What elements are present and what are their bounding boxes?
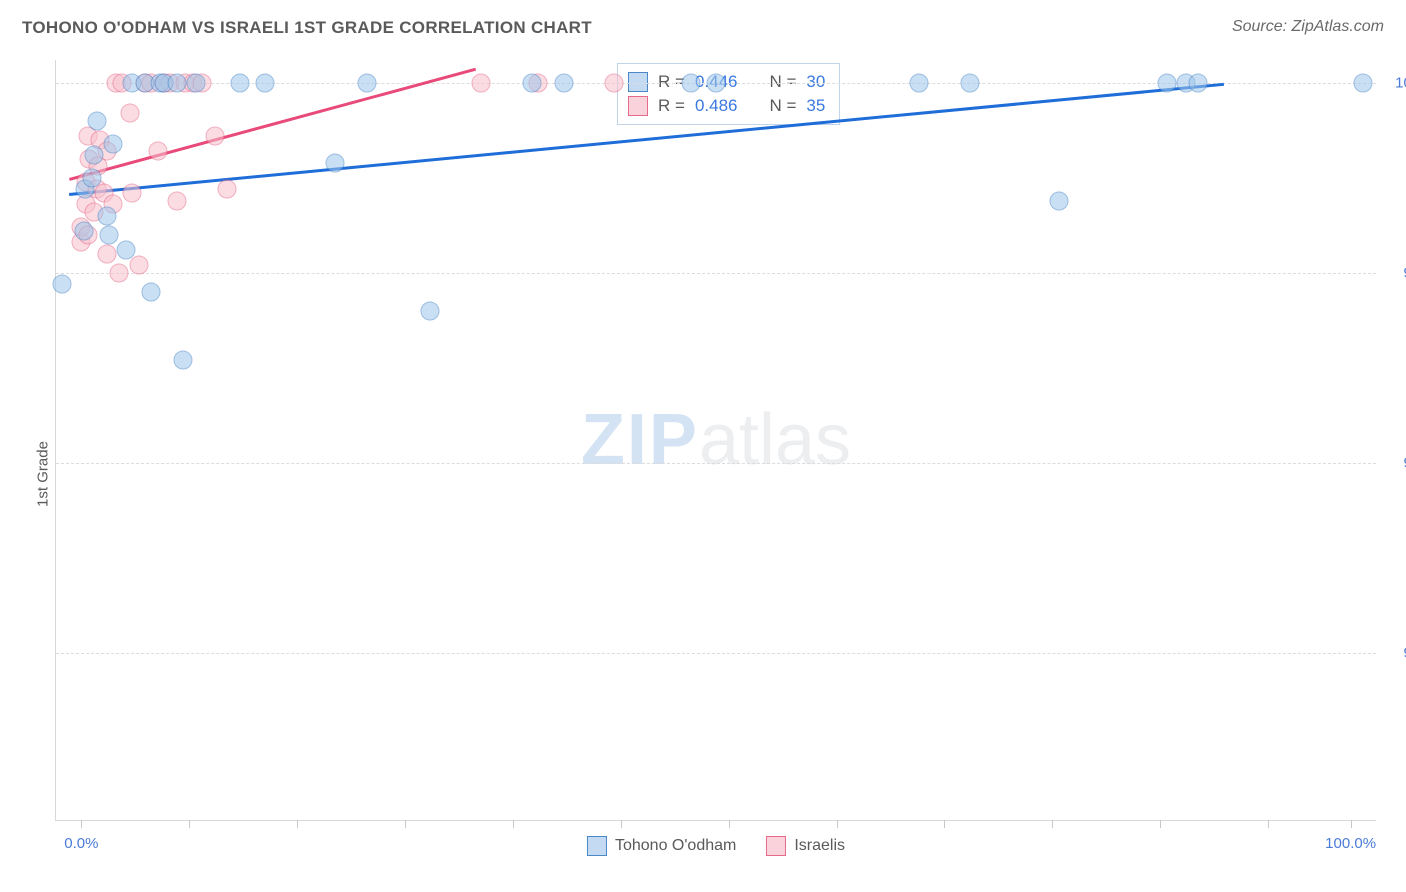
watermark-light: atlas (699, 400, 851, 480)
stats-legend-row: R = 0.486 N = 35 (628, 94, 825, 118)
x-tick (1052, 820, 1053, 828)
x-tick (189, 820, 190, 828)
legend-n-label: N = (769, 94, 796, 118)
stats-legend: R = 0.446N = 30R = 0.486N = 35 (617, 63, 840, 125)
data-point (1049, 191, 1068, 210)
data-point (326, 153, 345, 172)
source-attribution: Source: ZipAtlas.com (1232, 18, 1384, 36)
legend-swatch (628, 96, 648, 116)
watermark-bold: ZIP (581, 400, 699, 480)
x-tick (405, 820, 406, 828)
plot-area: ZIPatlas R = 0.446N = 30R = 0.486N = 35 … (55, 60, 1376, 821)
data-point (142, 282, 161, 301)
legend-swatch (766, 836, 786, 856)
data-point (357, 73, 376, 92)
x-tick (81, 820, 82, 828)
data-point (167, 191, 186, 210)
gridline-horizontal (56, 653, 1376, 654)
x-tick (297, 820, 298, 828)
data-point (256, 73, 275, 92)
gridline-horizontal (56, 273, 1376, 274)
legend-r-value: 0.486 (695, 94, 738, 118)
data-point (554, 73, 573, 92)
y-tick-label: 97.5% (1386, 264, 1406, 281)
y-tick-label: 95.0% (1386, 454, 1406, 471)
data-point (123, 184, 142, 203)
data-point (1157, 73, 1176, 92)
x-tick-label: 0.0% (64, 835, 98, 852)
y-axis-label: 1st Grade (34, 441, 51, 507)
data-point (85, 146, 104, 165)
data-point (148, 142, 167, 161)
chart-header: TOHONO O'ODHAM VS ISRAELI 1ST GRADE CORR… (22, 18, 1384, 48)
x-tick (944, 820, 945, 828)
x-tick (1160, 820, 1161, 828)
data-point (53, 275, 72, 294)
series-legend-item: Tohono O'odham (587, 836, 736, 856)
series-name: Israelis (794, 837, 845, 855)
data-point (87, 111, 106, 130)
data-point (681, 73, 700, 92)
x-tick (729, 820, 730, 828)
x-tick (621, 820, 622, 828)
legend-r-label: R = (658, 94, 685, 118)
data-point (231, 73, 250, 92)
data-point (104, 134, 123, 153)
data-point (97, 244, 116, 263)
data-point (116, 241, 135, 260)
x-tick (1268, 820, 1269, 828)
data-point (218, 180, 237, 199)
series-legend-item: Israelis (766, 836, 845, 856)
data-point (74, 222, 93, 241)
gridline-horizontal (56, 463, 1376, 464)
series-name: Tohono O'odham (615, 837, 736, 855)
data-point (605, 73, 624, 92)
data-point (960, 73, 979, 92)
chart-title: TOHONO O'ODHAM VS ISRAELI 1ST GRADE CORR… (22, 18, 592, 37)
data-point (186, 73, 205, 92)
data-point (522, 73, 541, 92)
data-point (100, 225, 119, 244)
x-tick-label: 100.0% (1325, 835, 1376, 852)
data-point (173, 351, 192, 370)
data-point (129, 256, 148, 275)
chart-container: 1st Grade ZIPatlas R = 0.446N = 30R = 0.… (0, 55, 1406, 892)
data-point (120, 104, 139, 123)
legend-n-value: 35 (806, 94, 825, 118)
x-tick (1351, 820, 1352, 828)
data-point (167, 73, 186, 92)
series-legend: Tohono O'odham Israelis (587, 836, 845, 856)
data-point (707, 73, 726, 92)
data-point (910, 73, 929, 92)
data-point (82, 168, 101, 187)
data-point (1354, 73, 1373, 92)
data-point (110, 263, 129, 282)
legend-swatch (587, 836, 607, 856)
data-point (421, 301, 440, 320)
x-tick (837, 820, 838, 828)
data-point (1189, 73, 1208, 92)
x-tick (513, 820, 514, 828)
data-point (472, 73, 491, 92)
y-tick-label: 92.5% (1386, 644, 1406, 661)
data-point (205, 127, 224, 146)
watermark: ZIPatlas (581, 399, 851, 481)
y-tick-label: 100.0% (1386, 74, 1406, 91)
data-point (97, 206, 116, 225)
